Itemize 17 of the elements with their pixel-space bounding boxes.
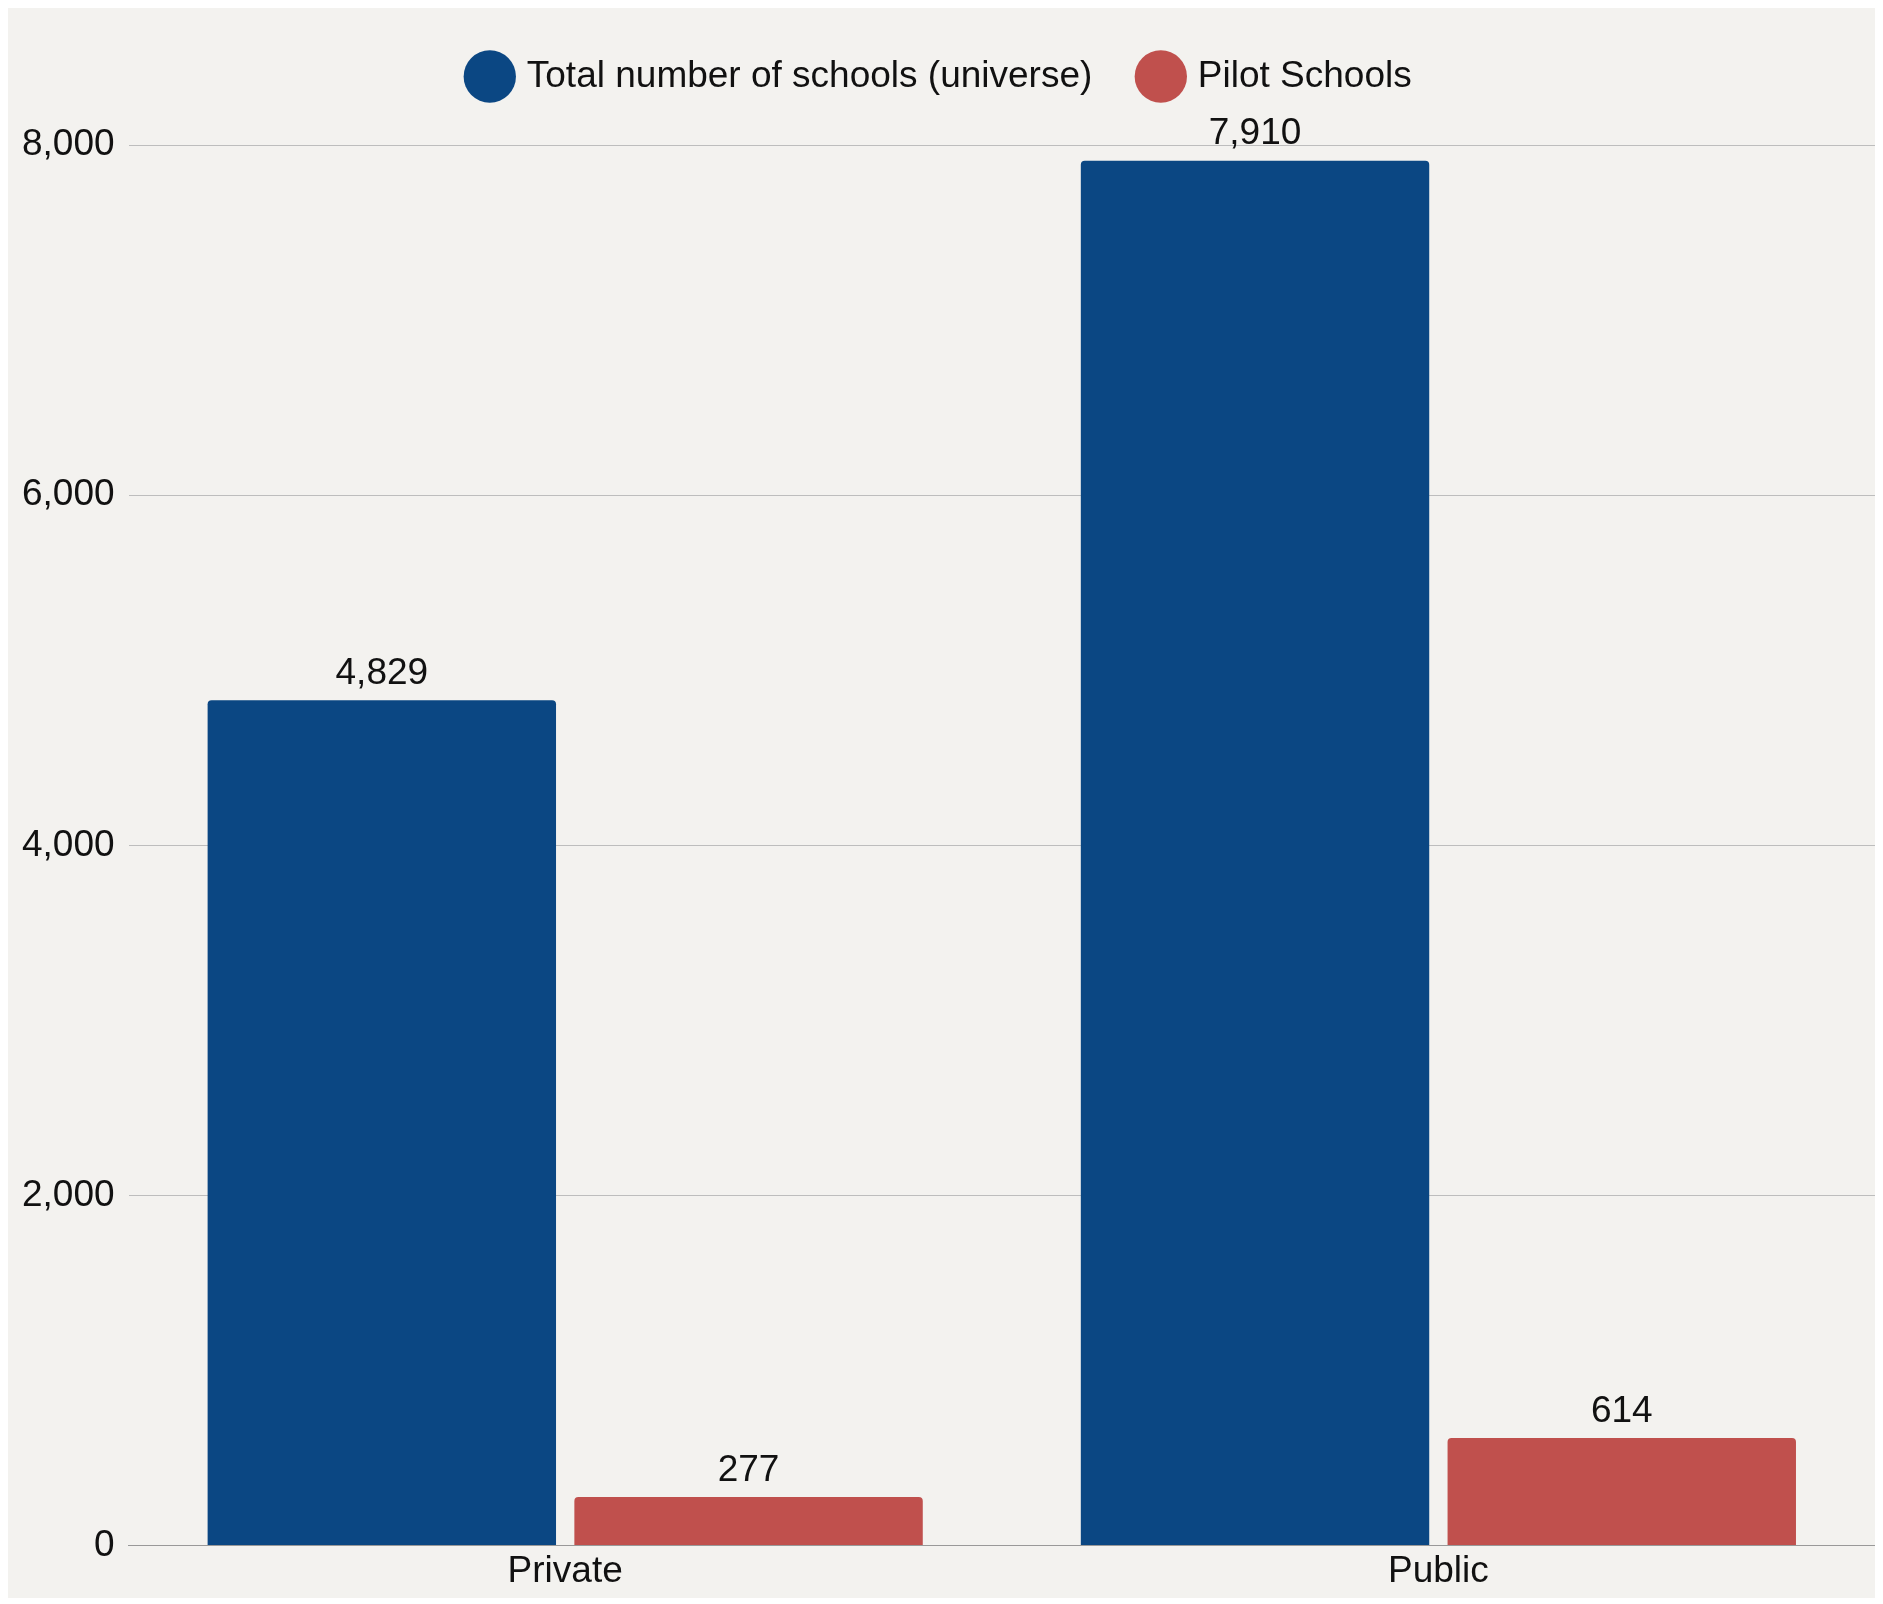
- bar: [1447, 1438, 1796, 1546]
- bar: [207, 700, 557, 1546]
- data-label: 614: [1590, 1388, 1653, 1430]
- y-tick-label: 0: [94, 1522, 115, 1564]
- y-tick-label: 2,000: [22, 1172, 115, 1214]
- data-label: 277: [717, 1447, 780, 1489]
- bar: [1080, 160, 1430, 1546]
- bar: [574, 1497, 923, 1546]
- data-label: 7,910: [1208, 111, 1302, 153]
- y-tick-label: 6,000: [22, 472, 115, 514]
- y-tick-label: 4,000: [22, 822, 115, 864]
- data-label: 4,829: [335, 650, 429, 692]
- x-tick-label: Private: [507, 1549, 623, 1590]
- legend-label: Total number of schools (universe): [526, 53, 1093, 95]
- legend-label: Pilot Schools: [1197, 53, 1412, 95]
- x-tick-label: Public: [1388, 1549, 1489, 1590]
- y-tick-label: 8,000: [22, 122, 115, 164]
